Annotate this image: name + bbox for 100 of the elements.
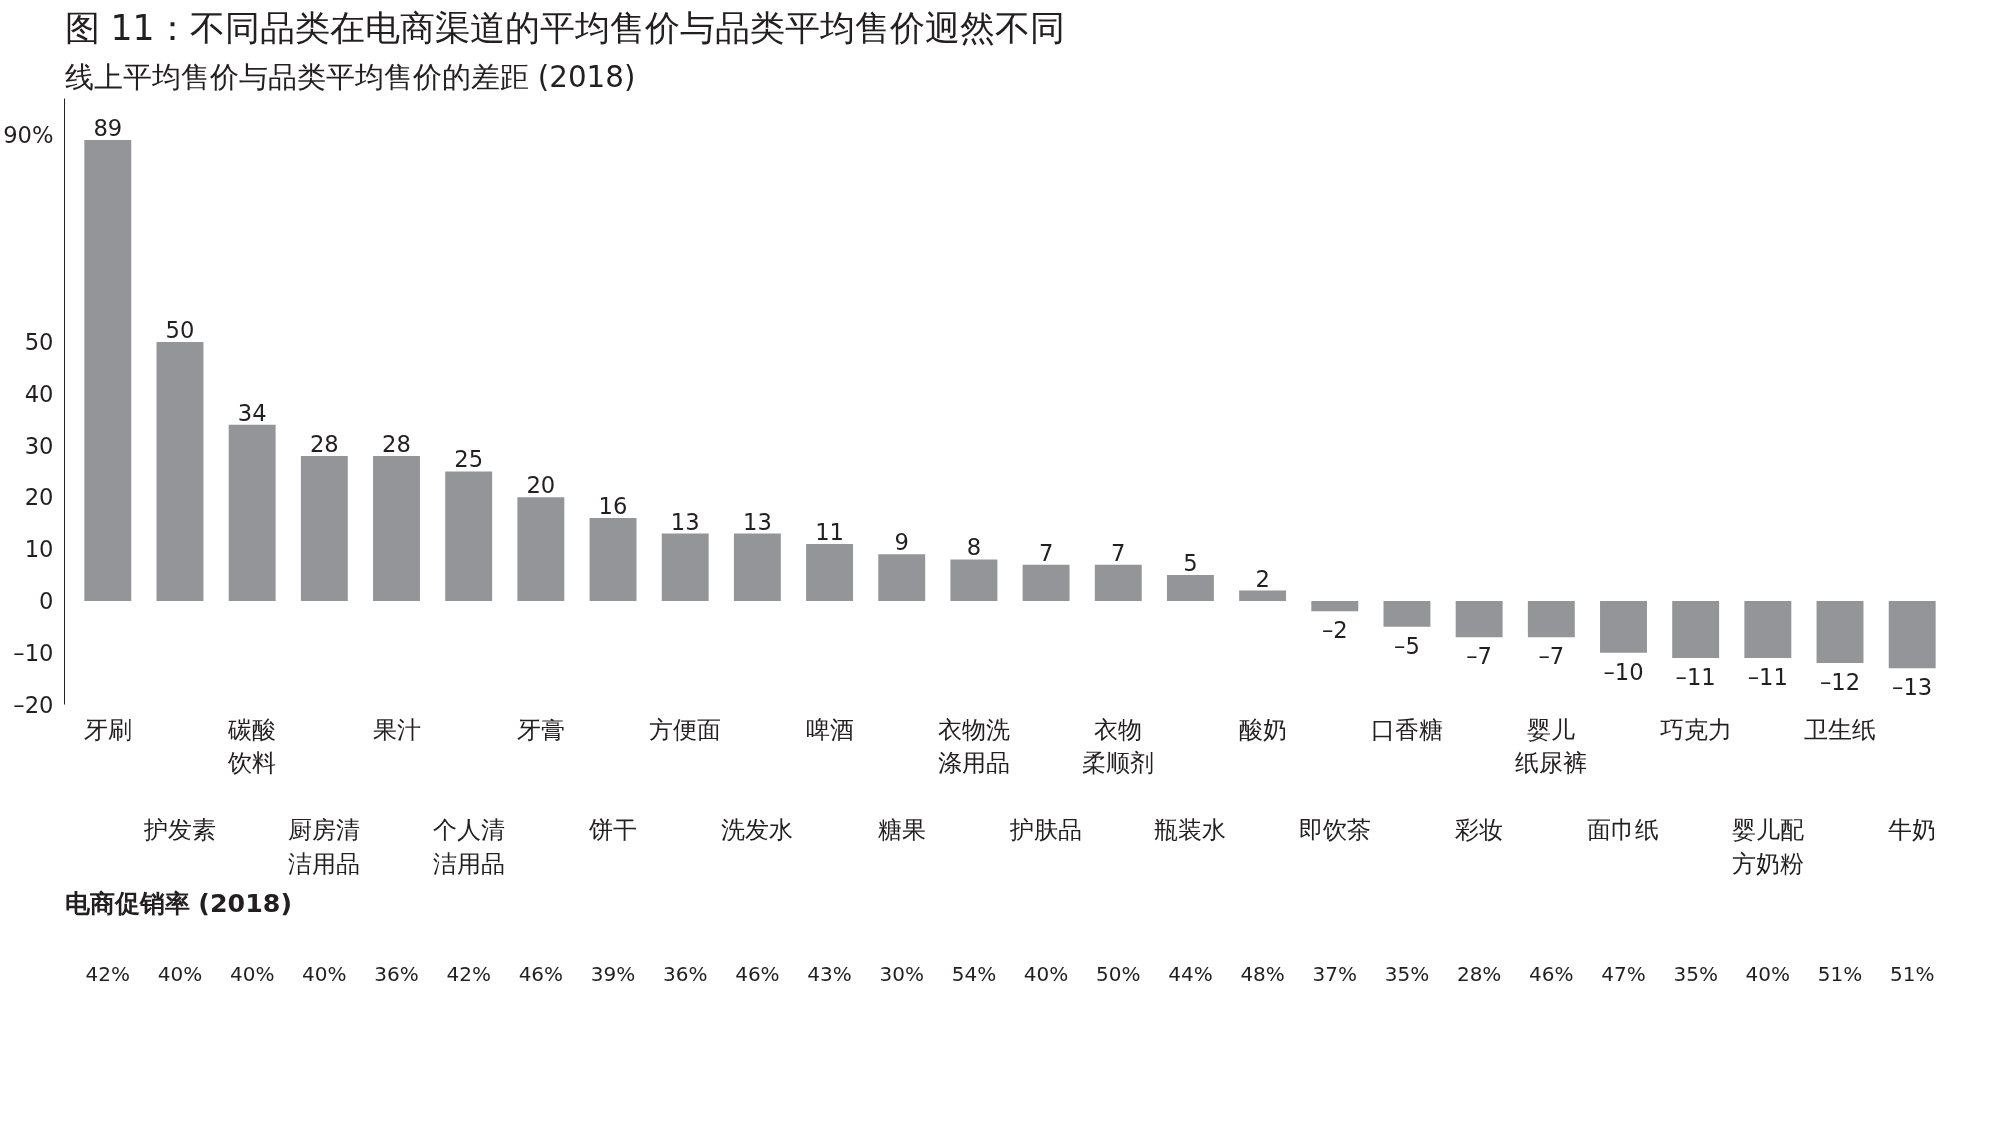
bar: [1239, 590, 1287, 601]
data-label: 28%: [1456, 962, 1502, 986]
data-label: 11: [815, 518, 844, 545]
data-label: 37%: [1312, 962, 1358, 986]
bar: [228, 424, 276, 601]
bar: [661, 533, 709, 601]
bar: [1022, 564, 1070, 601]
data-label: 25: [454, 446, 484, 473]
data-label: 51%: [1817, 962, 1863, 986]
bar: [84, 139, 132, 601]
y-tick-label: 40: [24, 380, 54, 407]
bar: [1744, 600, 1792, 658]
y-tick-label: 90%: [3, 121, 54, 148]
x-tick-label: 个人清洁用品: [432, 816, 505, 878]
data-label: –7: [1466, 643, 1493, 670]
data-label: 40%: [229, 962, 275, 986]
data-label: 42%: [446, 962, 491, 986]
bar: [1094, 564, 1142, 601]
x-tick-label: 果汁: [372, 715, 421, 744]
bar: [733, 533, 781, 601]
data-label: 47%: [1601, 962, 1646, 986]
x-tick-label: 衣物洗涤用品: [937, 715, 1010, 778]
y-tick-label: 10: [24, 536, 54, 563]
data-label: –13: [1892, 674, 1933, 701]
data-label: –5: [1394, 632, 1420, 659]
data-label: 5: [1183, 550, 1198, 577]
y-tick-label: 20: [24, 484, 54, 511]
data-label: 30%: [879, 962, 924, 986]
bar: [373, 455, 420, 601]
x-tick-label: 瓶装水: [1154, 816, 1227, 845]
data-label: 46%: [518, 962, 564, 986]
data-label: 40%: [1745, 962, 1791, 986]
bar: [1600, 600, 1647, 653]
x-tick-label: 婴儿配方奶粉: [1731, 816, 1804, 878]
data-label: 36%: [662, 962, 708, 986]
data-label: 50%: [1096, 962, 1141, 986]
x-tick-label: 巧克力: [1659, 715, 1732, 744]
data-label: 7: [1038, 539, 1054, 566]
data-label: 51%: [1889, 962, 1935, 986]
text: 电商促销率 (2018): [64, 887, 292, 918]
bar: [1166, 575, 1214, 601]
x-tick-label: 彩妆: [1455, 816, 1504, 845]
x-tick-label: 方便面: [649, 715, 722, 744]
data-label: 16: [598, 493, 628, 520]
data-label: 35%: [1384, 962, 1430, 986]
data-label: 2: [1255, 565, 1270, 592]
x-tick-label: 面巾纸: [1587, 816, 1660, 845]
x-tick-label: 牙刷: [83, 715, 132, 744]
x-tick-label: 衣物柔顺剂: [1082, 715, 1155, 778]
bar: [1383, 600, 1431, 627]
x-tick-label: 婴儿纸尿裤: [1515, 715, 1588, 778]
data-label: 42%: [85, 962, 131, 986]
y-tick-label: –10: [13, 639, 54, 666]
x-tick-label: 饼干: [588, 816, 638, 845]
data-label: 20: [526, 472, 556, 499]
data-label: 13: [670, 508, 700, 535]
data-label: 48%: [1240, 962, 1285, 986]
data-label: 44%: [1168, 962, 1213, 986]
data-label: 40%: [302, 962, 347, 986]
x-tick-label: 牛奶: [1888, 816, 1937, 845]
chart-subtitle: 线上平均售价与品类平均售价的差距 (2018): [64, 59, 636, 94]
bar: [1672, 600, 1720, 658]
bar: [589, 518, 637, 601]
data-label: 43%: [807, 962, 852, 986]
data-label: 39%: [590, 962, 636, 986]
x-tick-label: 厨房清洁用品: [288, 816, 361, 878]
y-tick-label: –20: [13, 691, 54, 718]
bar: [517, 497, 565, 601]
bar: [1455, 600, 1503, 638]
data-label: 89: [93, 114, 123, 141]
data-label: –7: [1538, 643, 1565, 670]
x-tick-label: 洗发水: [721, 816, 794, 845]
bar: [806, 543, 854, 601]
data-label: 13: [742, 508, 772, 535]
data-label: 54%: [951, 962, 997, 986]
bar: [156, 341, 204, 601]
bar: [445, 471, 493, 601]
data-label: –12: [1819, 669, 1861, 696]
data-label: –10: [1603, 658, 1644, 685]
bar: [1888, 600, 1936, 669]
x-tick-label: 卫生纸: [1804, 715, 1877, 744]
data-label: 8: [966, 534, 982, 561]
data-label: 7: [1111, 539, 1126, 566]
y-tick-label: 50: [24, 328, 54, 355]
bar: [1816, 600, 1864, 664]
y-tick-label: 0: [39, 587, 54, 614]
data-label: 40%: [157, 962, 203, 986]
data-label: 40%: [1023, 962, 1069, 986]
data-label: 9: [894, 529, 909, 556]
bar: [950, 559, 998, 601]
x-tick-label: 护肤品: [1009, 816, 1083, 845]
data-label: –11: [1747, 663, 1788, 690]
x-tick-label: 牙膏: [516, 715, 565, 744]
x-tick-label: 糖果: [877, 816, 926, 845]
x-tick-label: 啤酒: [805, 715, 854, 744]
x-tick-label: 即饮茶: [1298, 816, 1371, 845]
data-label: 50: [165, 316, 195, 343]
x-tick-label: 酸奶: [1238, 715, 1287, 744]
data-label: –2: [1321, 617, 1348, 644]
x-tick-label: 护发素: [142, 816, 216, 845]
